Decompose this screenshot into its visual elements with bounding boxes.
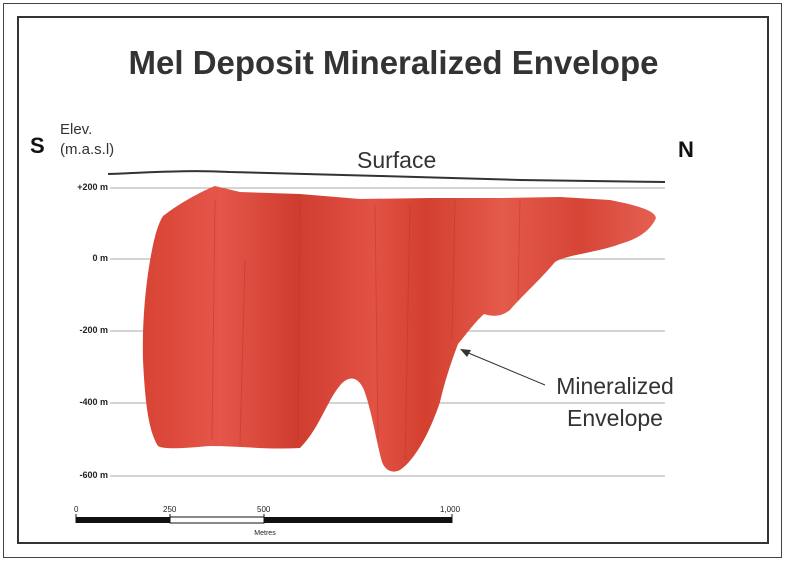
elevation-tick-minus200: -200 m: [79, 325, 108, 335]
elevation-label-line2: (m.a.s.l): [60, 141, 115, 158]
mineralized-envelope-shape: [142, 186, 656, 472]
scale-tick-250: 250: [163, 505, 177, 514]
surface-line: [107, 170, 666, 183]
scale-tick-500: 500: [257, 505, 271, 514]
envelope-pointer-line: [465, 351, 546, 386]
elevation-label-line1: Elev.: [60, 121, 93, 138]
scale-segment-250-500: [169, 516, 265, 524]
envelope-label-line2: Envelope: [567, 405, 663, 431]
diagram-title: Mel Deposit Mineralized Envelope: [128, 44, 659, 81]
elevation-axis-label: Elev. (m.a.s.l): [60, 120, 114, 160]
elevation-tick-minus400: -400 m: [79, 397, 108, 407]
envelope-pointer-arrowhead: [460, 349, 471, 357]
scale-segment-0-250: [76, 517, 170, 523]
compass-south-label: S: [30, 133, 45, 158]
envelope-striations: [211, 199, 521, 461]
outer-frame: [3, 3, 782, 558]
elevation-tick-minus600: -600 m: [79, 470, 108, 480]
scale-unit-label: Metres: [254, 530, 276, 537]
elevation-tick-0: 0 m: [92, 253, 108, 263]
scale-segment-500-1000: [264, 517, 452, 523]
scale-bar: [75, 514, 453, 524]
mineralized-envelope-label: Mineralized Envelope: [520, 370, 710, 434]
inner-frame: [17, 16, 769, 544]
elevation-tick-plus200: +200 m: [77, 182, 108, 192]
scale-tick-1000: 1,000: [440, 505, 461, 514]
compass-north-label: N: [678, 137, 694, 162]
envelope-label-line1: Mineralized: [556, 373, 674, 399]
scale-tick-0: 0: [74, 505, 79, 514]
surface-label: Surface: [357, 147, 437, 173]
